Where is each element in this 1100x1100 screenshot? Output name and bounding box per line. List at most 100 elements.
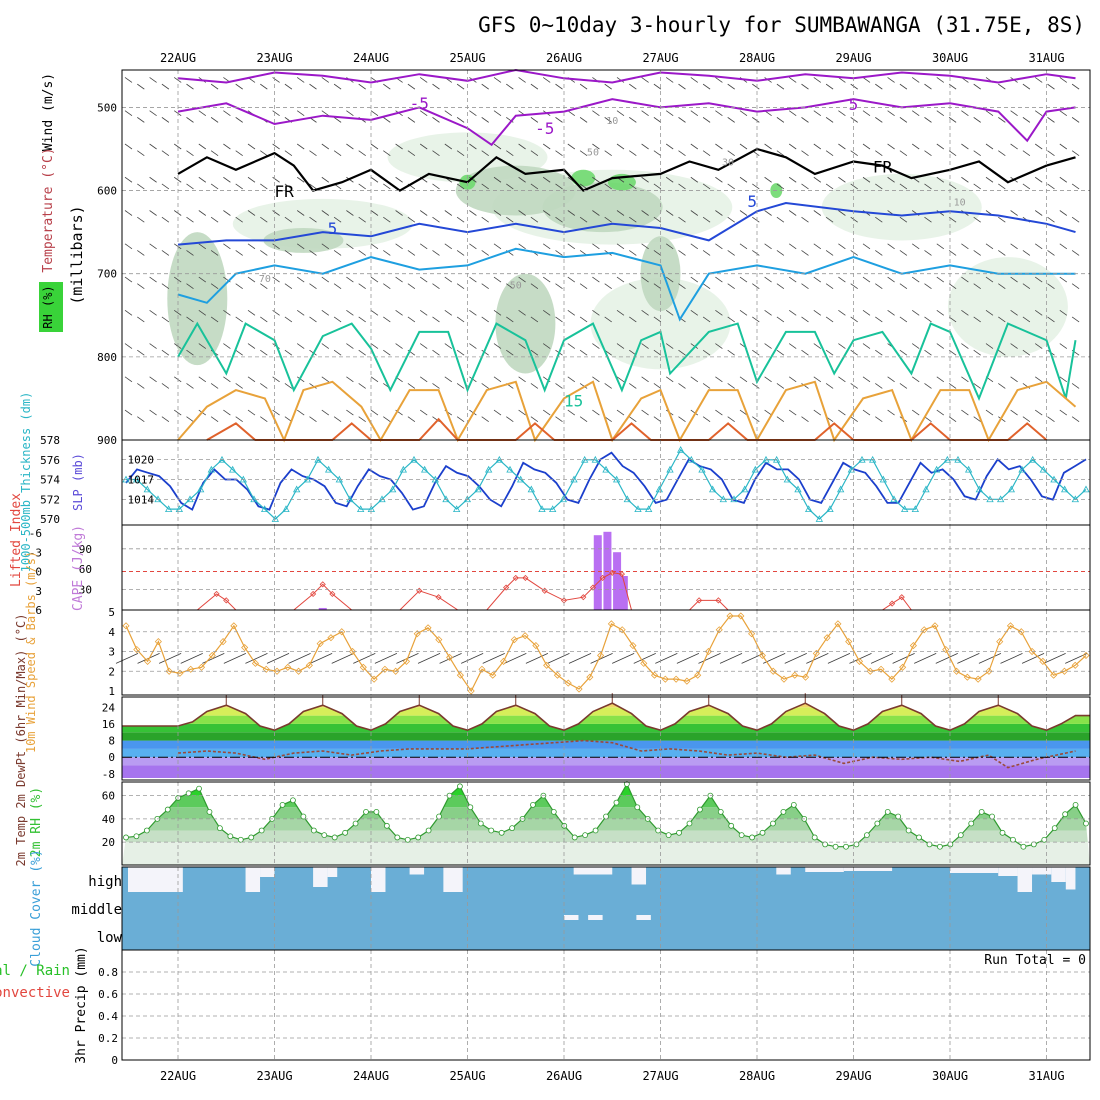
wind-barb <box>223 143 231 150</box>
wind-barb <box>924 117 932 123</box>
rh-shading <box>263 227 344 253</box>
wind-barb <box>272 210 280 216</box>
wind-barb <box>875 216 883 223</box>
cloud-mid-gap <box>636 915 651 920</box>
wind-barb <box>333 150 342 156</box>
wind-barb <box>579 349 588 356</box>
rh-legend-swatch <box>39 282 63 332</box>
wind-barb <box>616 276 625 283</box>
cape-axis-label: CAPE (J/kg) <box>71 525 86 611</box>
wind-barb <box>1034 243 1043 250</box>
wind-barb <box>678 283 686 289</box>
thickness-marker <box>932 465 941 473</box>
wind10-barb <box>245 653 268 664</box>
wind-barb <box>887 376 895 383</box>
rh-shading <box>571 169 596 187</box>
thickness-marker <box>676 446 685 453</box>
wind-barb <box>186 117 194 123</box>
wind-barb <box>198 110 207 117</box>
wind-barb <box>801 250 809 256</box>
wind-barb <box>924 349 932 356</box>
wind-barb <box>690 143 699 150</box>
wind10-barb <box>978 653 1002 664</box>
cape-tick-label: 30 <box>79 584 92 597</box>
wind-barb <box>998 283 1006 289</box>
wind-barb <box>407 316 416 323</box>
thickness-marker <box>1082 485 1090 493</box>
wind-barb <box>961 110 969 117</box>
thickness-marker <box>815 515 824 522</box>
wind-barb <box>641 376 649 383</box>
wind-barb <box>629 183 637 190</box>
wind-barb <box>444 276 453 283</box>
rh2m-marker <box>676 829 682 836</box>
wind-barb <box>875 250 883 256</box>
temp-band <box>122 748 1090 758</box>
wind10-barb <box>353 653 376 664</box>
cloud-mid-gap <box>588 915 603 920</box>
wind-barb <box>850 250 858 256</box>
wind-barb <box>875 349 883 356</box>
wind-barb <box>936 276 945 283</box>
wind-barb <box>690 309 699 316</box>
wind-barb <box>493 276 502 283</box>
wind-barb <box>358 250 366 256</box>
precip-frame <box>121 949 1091 1061</box>
wind-barb <box>665 77 674 83</box>
wind-barb <box>616 409 625 416</box>
rh2m-marker <box>655 827 662 834</box>
rh2m-marker <box>123 834 129 841</box>
cape-bar <box>613 552 622 610</box>
wind-barb <box>395 210 403 216</box>
wind-barb <box>616 343 625 349</box>
rh2m-marker <box>164 806 171 813</box>
wind-barb <box>444 243 453 250</box>
wind-barb <box>715 276 723 283</box>
wind-barb <box>752 416 760 423</box>
thickness-marker <box>900 505 909 513</box>
wind-barb <box>321 376 330 383</box>
wind-barb <box>838 343 846 349</box>
wind-barb <box>124 77 133 83</box>
wind-barb <box>124 110 133 117</box>
wind-barb <box>456 216 465 223</box>
wind-barb <box>715 110 723 117</box>
wind10-marker <box>855 657 864 665</box>
wind-barb <box>432 283 440 289</box>
wind-barb <box>555 150 563 156</box>
precip-tick-label: 0.8 <box>98 966 118 979</box>
wind-barb <box>235 183 243 190</box>
wind-barb <box>776 349 785 356</box>
precip-tick-label: 0.4 <box>98 1010 118 1023</box>
rh2m-marker <box>373 808 380 815</box>
wind-barb <box>1022 117 1031 123</box>
wind-barb <box>727 183 735 190</box>
rh2m-band <box>122 830 1090 843</box>
wind-barb <box>665 376 674 383</box>
wind-barb <box>506 349 514 356</box>
wind-barb <box>727 216 735 223</box>
thickness-marker <box>207 465 216 473</box>
wind-barb <box>456 416 465 423</box>
temp-band <box>122 732 1090 741</box>
wind-barb <box>899 383 908 389</box>
wind-barb <box>407 283 416 289</box>
wind-barb <box>186 250 194 256</box>
wind-barb <box>936 343 945 349</box>
wind10-marker <box>586 673 594 681</box>
wind10-marker <box>801 673 810 681</box>
wind10-marker <box>467 687 475 695</box>
wind10-marker <box>499 657 508 665</box>
wind-barb <box>579 183 588 190</box>
thickness-marker <box>698 465 706 473</box>
wind10-barb <box>568 653 592 664</box>
wind-barb <box>383 250 391 256</box>
thickness-marker <box>975 485 984 493</box>
wind-barb <box>272 143 280 150</box>
wind-barb <box>284 216 293 223</box>
wind-barb <box>813 243 822 250</box>
wind-barb <box>911 276 920 283</box>
date-label-bottom: 30AUG <box>932 1069 968 1083</box>
wind-barb <box>838 409 846 416</box>
